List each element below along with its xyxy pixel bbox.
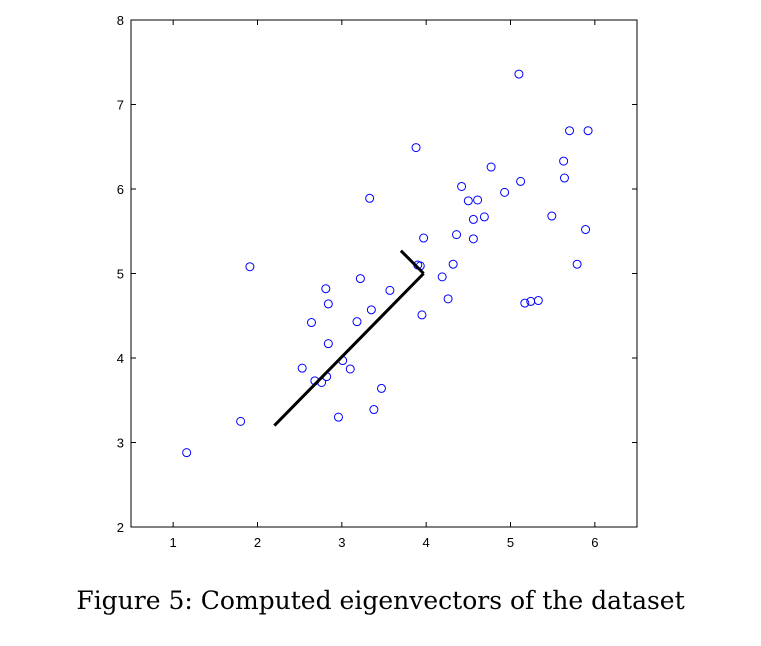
data-point [452,230,462,240]
eigenvector-lines [273,249,425,427]
data-point [547,211,557,221]
data-point [385,285,395,295]
data-point [411,143,421,153]
data-point [533,296,543,306]
y-tick-label: 3 [117,436,124,451]
x-tick-label: 5 [507,535,514,550]
data-point [355,274,365,284]
data-point [437,272,447,282]
data-point [468,234,478,244]
data-point [473,195,483,205]
data-point [306,318,316,328]
scatter-chart: 1 2 3 4 5 6 2 3 4 5 6 7 8 [117,13,638,550]
data-point [297,363,307,373]
data-point [486,162,496,172]
data-point [514,69,524,79]
data-point [366,305,376,315]
data-point [463,196,473,206]
data-point [565,126,575,136]
y-tick-label: 2 [117,520,124,535]
y-tick-label: 5 [117,267,124,282]
x-tick-label: 2 [254,535,261,550]
data-point [520,298,530,308]
plot-frame [130,19,638,528]
data-point [323,299,333,309]
y-tick-label: 7 [117,98,124,113]
data-point [365,193,375,203]
x-tick-label: 4 [423,535,430,550]
data-point [583,126,593,136]
y-tick-label: 8 [117,13,124,28]
y-tick-label: 4 [117,351,124,366]
data-point [572,259,582,269]
data-point [559,156,569,166]
x-tick-label: 6 [591,535,598,550]
eigenvector-line [273,272,425,427]
data-point [457,181,467,191]
data-point [516,176,526,186]
data-point [443,294,453,304]
data-point [352,317,362,327]
data-point [182,448,192,458]
x-tick-label: 3 [338,535,345,550]
data-point [345,364,355,374]
data-point [321,284,331,294]
data-point [581,225,591,235]
eigenvector-line [399,249,425,275]
data-point [479,212,489,222]
data-point [468,214,478,224]
x-tick-label: 1 [170,535,177,550]
data-point [369,405,379,415]
data-point [559,173,569,183]
data-point [333,412,343,422]
y-tick-label: 6 [117,182,124,197]
data-point [448,259,458,269]
data-point [376,383,386,393]
data-point [236,416,246,426]
data-point [500,187,510,197]
data-point [417,310,427,320]
data-point [323,339,333,349]
data-point [419,233,429,243]
data-points [182,69,593,458]
data-point [245,262,255,272]
axis-ticks: 1 2 3 4 5 6 2 3 4 5 6 7 8 [117,13,637,550]
figure-caption: Figure 5: Computed eigenvectors of the d… [76,586,685,615]
